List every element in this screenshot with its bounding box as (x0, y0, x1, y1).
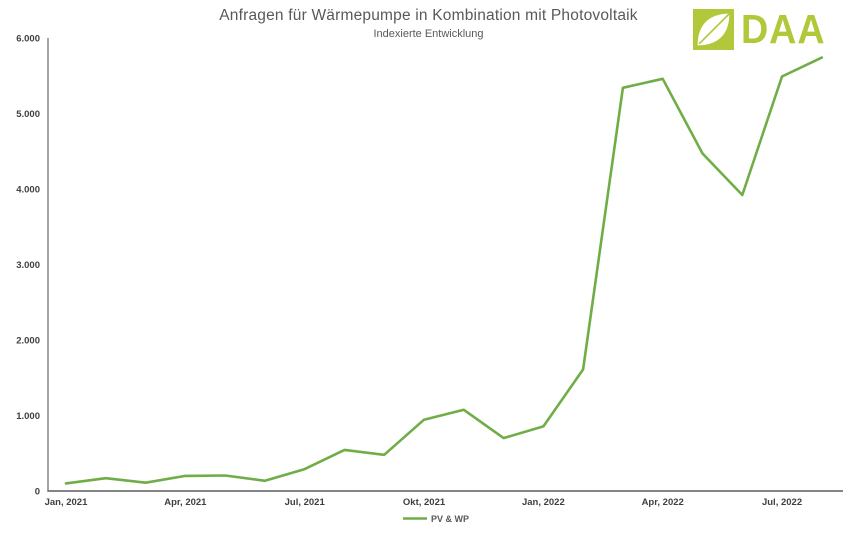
y-tick-label: 4.000 (16, 185, 40, 196)
leaf-square-icon (693, 9, 735, 50)
x-tick-label: Apr, 2022 (642, 497, 684, 508)
legend-label: PV & WP (431, 514, 469, 524)
daa-logo: DAA (693, 9, 833, 50)
logo-text: DAA (741, 6, 826, 52)
data-line-pv-wp (64, 56, 824, 485)
x-tick-label: Jul, 2021 (285, 497, 326, 508)
x-tick-label: Apr, 2021 (164, 497, 207, 508)
y-tick-label: 1.000 (16, 411, 40, 422)
y-tick-label: 6.000 (16, 34, 40, 45)
y-tick-label: 3.000 (16, 260, 40, 271)
x-tick-label: Jan, 2021 (45, 497, 88, 508)
y-tick-label: 5.000 (16, 109, 40, 120)
y-tick-label: 2.000 (16, 336, 40, 347)
y-tick-label: 0 (35, 487, 40, 498)
x-tick-label: Jan, 2022 (522, 497, 565, 508)
x-tick-label: Okt, 2021 (403, 497, 446, 508)
x-tick-label: Jul, 2022 (762, 497, 802, 508)
